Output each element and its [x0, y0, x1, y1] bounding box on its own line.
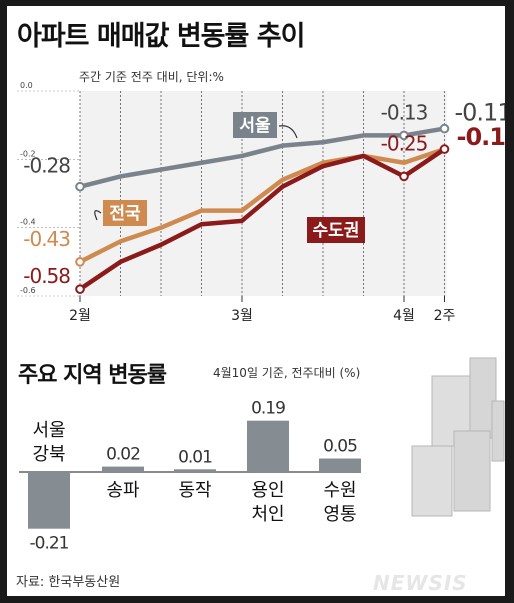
y-tick-label: 0.0 [20, 81, 33, 90]
data-label: -0.25 [381, 131, 428, 155]
chart-subtitle: 주간 기준 전주 대비, 단위:% [79, 70, 224, 84]
series-tag-bg [307, 217, 365, 243]
data-point [399, 171, 409, 182]
data-label: -0.17 [457, 123, 506, 151]
bar-value-label: 0.01 [178, 447, 212, 467]
series-tag-bg [103, 200, 147, 226]
bar [102, 466, 144, 472]
bar [319, 458, 361, 472]
x-tick-label: 2월 [69, 308, 91, 324]
data-point [439, 144, 450, 154]
series-line-seoul [79, 126, 445, 189]
watermark-logo: NEWSIS [373, 571, 468, 595]
y-tick-label: -0.2 [20, 149, 36, 158]
data-label: -0.43 [23, 227, 70, 251]
series-line-national [78, 146, 446, 264]
y-tick-label: -0.6 [20, 286, 36, 295]
building-illustration [411, 357, 505, 517]
data-label: -0.13 [381, 100, 428, 124]
bar-value-label: 0.05 [323, 437, 357, 457]
bar [28, 472, 70, 529]
category-label: 동작 [178, 480, 211, 501]
chart-title: 아파트 매매값 변동률 추이 [17, 21, 305, 52]
category-label: 처인 [251, 504, 284, 525]
series-line-metro [78, 147, 446, 292]
data-point [75, 181, 85, 192]
series-tag-label: 수도권 [313, 221, 360, 241]
series-tag-bg [233, 112, 277, 138]
category-label: 강북 [32, 444, 65, 465]
bar [247, 420, 289, 472]
data-point [75, 284, 85, 294]
data-label: -0.28 [23, 154, 70, 178]
infographic: 아파트 매매값 변동률 추이 주간 기준 전주 대비, 단위:% 주요 지역 변… [7, 6, 505, 596]
line-chart: 0.0-0.2-0.4-0.62월 3월 4월 2주-0.28-0.13 -0.11-0… [17, 81, 506, 324]
bar-value-label: 0.02 [106, 445, 140, 465]
section-subtitle: 4월10일 기준, 전주대비 (%) [213, 366, 361, 380]
data-label: -0.58 [23, 264, 70, 288]
y-tick-label: -0.4 [20, 218, 36, 227]
x-tick-label: 3월 [231, 308, 253, 324]
series-tag-label: 전국 [109, 204, 141, 224]
data-point [399, 130, 409, 141]
data-point [75, 257, 85, 267]
source-note: 자료: 한국부동산원 [16, 575, 121, 590]
pointer-arrow [94, 210, 102, 221]
category-label: 송파 [106, 480, 140, 501]
x-tick-label: 2주 [434, 308, 456, 324]
pointer-arrow [278, 125, 298, 139]
category-label: 영통 [323, 504, 356, 525]
series-tag-label: 서울 [239, 116, 271, 136]
category-label: 용인 [251, 480, 284, 501]
bar-value-label: -0.21 [30, 534, 69, 554]
data-point [439, 123, 450, 134]
category-label: 서울 [32, 420, 65, 441]
x-tick-label: 4월 [393, 308, 415, 324]
bar [174, 469, 216, 472]
section-title: 주요 지역 변동률 [18, 363, 167, 388]
bar-value-label: 0.19 [251, 399, 285, 419]
data-label: -0.11 [455, 99, 506, 127]
category-label: 수원 [323, 480, 356, 501]
